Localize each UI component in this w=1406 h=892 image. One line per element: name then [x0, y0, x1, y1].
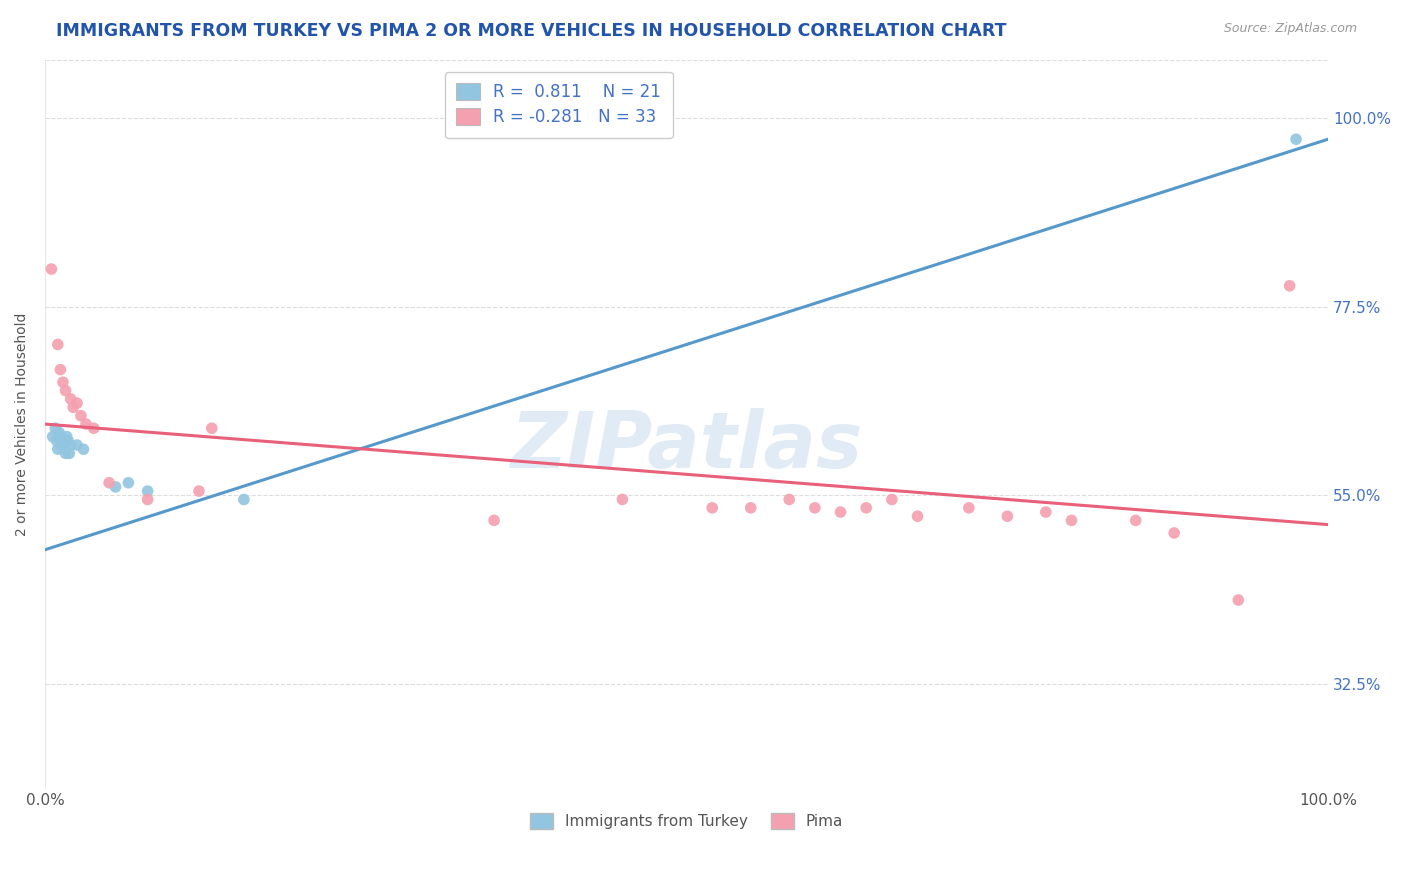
- Point: [1060, 513, 1083, 527]
- Point: [995, 509, 1018, 524]
- Point: [59, 392, 82, 406]
- Point: [1163, 526, 1185, 541]
- Point: [855, 500, 877, 515]
- Point: [62, 401, 84, 415]
- Point: [830, 505, 852, 519]
- Legend: Immigrants from Turkey, Pima: Immigrants from Turkey, Pima: [523, 807, 849, 836]
- Point: [1035, 505, 1057, 519]
- Point: [59, 438, 82, 452]
- Point: [136, 492, 159, 507]
- Point: [75, 417, 97, 431]
- Point: [1285, 132, 1308, 146]
- Point: [880, 492, 903, 507]
- Point: [51, 438, 73, 452]
- Point: [56, 434, 79, 448]
- Point: [53, 442, 76, 457]
- Point: [49, 429, 72, 443]
- Point: [136, 484, 159, 499]
- Point: [44, 421, 66, 435]
- Point: [482, 513, 505, 527]
- Point: [612, 492, 634, 507]
- Point: [55, 384, 77, 398]
- Point: [46, 337, 69, 351]
- Point: [804, 500, 827, 515]
- Point: [72, 442, 94, 457]
- Point: [104, 480, 127, 494]
- Point: [907, 509, 929, 524]
- Point: [1227, 593, 1250, 607]
- Point: [702, 500, 724, 515]
- Point: [66, 396, 89, 410]
- Point: [41, 262, 63, 277]
- Y-axis label: 2 or more Vehicles in Household: 2 or more Vehicles in Household: [15, 312, 30, 536]
- Point: [41, 429, 63, 443]
- Text: ZIPatlas: ZIPatlas: [510, 408, 863, 484]
- Point: [49, 362, 72, 376]
- Point: [1278, 278, 1301, 293]
- Point: [58, 446, 80, 460]
- Point: [778, 492, 800, 507]
- Point: [232, 492, 254, 507]
- Point: [48, 425, 70, 440]
- Point: [55, 446, 77, 460]
- Point: [56, 429, 79, 443]
- Point: [66, 438, 89, 452]
- Point: [117, 475, 139, 490]
- Point: [52, 375, 75, 389]
- Point: [52, 434, 75, 448]
- Point: [70, 409, 93, 423]
- Point: [201, 421, 224, 435]
- Point: [45, 434, 67, 448]
- Point: [188, 484, 211, 499]
- Point: [46, 442, 69, 457]
- Point: [1125, 513, 1147, 527]
- Text: Source: ZipAtlas.com: Source: ZipAtlas.com: [1223, 22, 1357, 36]
- Point: [83, 421, 105, 435]
- Point: [740, 500, 762, 515]
- Point: [98, 475, 121, 490]
- Point: [957, 500, 980, 515]
- Text: IMMIGRANTS FROM TURKEY VS PIMA 2 OR MORE VEHICLES IN HOUSEHOLD CORRELATION CHART: IMMIGRANTS FROM TURKEY VS PIMA 2 OR MORE…: [56, 22, 1007, 40]
